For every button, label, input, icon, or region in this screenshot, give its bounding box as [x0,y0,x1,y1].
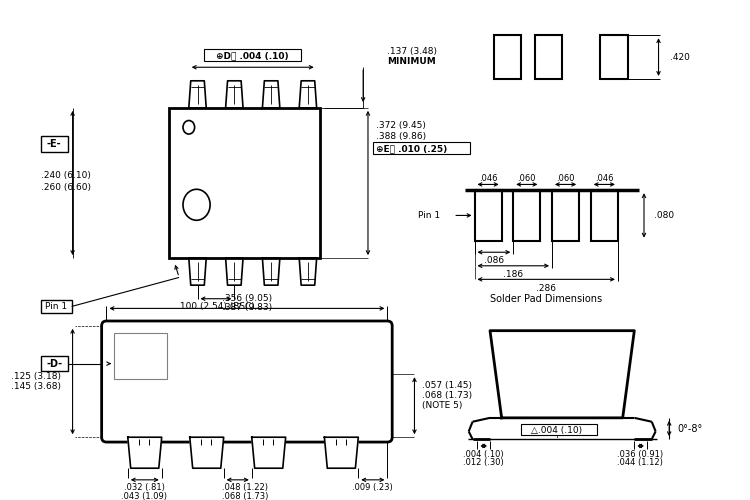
Text: .080: .080 [654,211,674,220]
Bar [535,36,562,79]
Text: △.004 (.10): △.004 (.10) [531,426,583,435]
Bar [170,108,320,258]
Polygon shape [252,437,286,468]
Text: -D-: -D- [46,358,62,368]
Bar [591,190,618,240]
Text: .260 (6.60): .260 (6.60) [40,183,91,192]
Text: .060: .060 [518,174,536,183]
Text: .036 (0.91): .036 (0.91) [617,450,663,459]
Bar [552,190,579,240]
Text: MINIMUM: MINIMUM [387,57,436,66]
FancyBboxPatch shape [102,321,392,442]
Text: .240 (6.10): .240 (6.10) [40,171,91,180]
Text: .286: .286 [536,284,556,292]
Text: .125 (3.18): .125 (3.18) [11,372,61,380]
Polygon shape [490,330,634,418]
Text: .086: .086 [484,256,504,266]
Bar [494,36,521,79]
Text: .387 (9.83): .387 (9.83) [222,303,272,312]
Polygon shape [262,258,280,285]
Text: .137 (3.48): .137 (3.48) [387,48,437,56]
Text: -E-: -E- [46,139,62,149]
Bar [513,190,540,240]
Bar [373,142,470,154]
Text: ⊕EⓈ .010 (.25): ⊕EⓈ .010 (.25) [376,144,447,153]
Text: .043 (1.09): .043 (1.09) [122,492,167,500]
Text: .388 (9.86): .388 (9.86) [376,132,426,141]
Bar [601,36,628,79]
Text: .004 (.10): .004 (.10) [463,450,503,459]
Text: .420: .420 [670,53,690,62]
Text: .048 (1.22): .048 (1.22) [222,483,268,492]
Bar [114,332,167,379]
Text: .009 (.23): .009 (.23) [352,483,393,492]
Text: .046: .046 [595,174,613,183]
Text: .100 (2.54) (BSC): .100 (2.54) (BSC) [177,302,255,311]
Polygon shape [226,258,243,285]
Text: .145 (3.68): .145 (3.68) [11,382,61,392]
Text: .068 (1.73): .068 (1.73) [222,492,268,500]
Bar [204,49,302,62]
Polygon shape [190,437,224,468]
Text: Solder Pad Dimensions: Solder Pad Dimensions [490,294,602,304]
Bar [40,300,71,313]
Text: .060: .060 [556,174,574,183]
Polygon shape [128,437,162,468]
Polygon shape [226,81,243,108]
Bar [40,136,68,152]
Text: .032 (.81): .032 (.81) [124,483,165,492]
Text: .044 (1.12): .044 (1.12) [617,458,663,467]
Polygon shape [325,437,358,468]
Text: .372 (9.45): .372 (9.45) [376,121,425,130]
Polygon shape [262,81,280,108]
Text: (NOTE 5): (NOTE 5) [422,401,463,410]
Text: .186: .186 [503,270,524,279]
Text: ⊕DⓈ .004 (.10): ⊕DⓈ .004 (.10) [217,51,289,60]
Bar [40,356,68,372]
Text: Pin 1: Pin 1 [419,211,440,220]
Polygon shape [189,258,206,285]
Polygon shape [299,258,316,285]
Polygon shape [299,81,316,108]
Text: .068 (1.73): .068 (1.73) [422,391,472,400]
Text: .046: .046 [478,174,497,183]
Bar [475,190,502,240]
Text: .012 (.30): .012 (.30) [463,458,503,467]
Bar [521,424,596,436]
Text: 0°-8°: 0°-8° [677,424,702,434]
Text: .057 (1.45): .057 (1.45) [422,382,472,390]
Text: Pin 1: Pin 1 [45,302,68,311]
Text: .356 (9.05): .356 (9.05) [222,294,272,303]
Polygon shape [189,81,206,108]
